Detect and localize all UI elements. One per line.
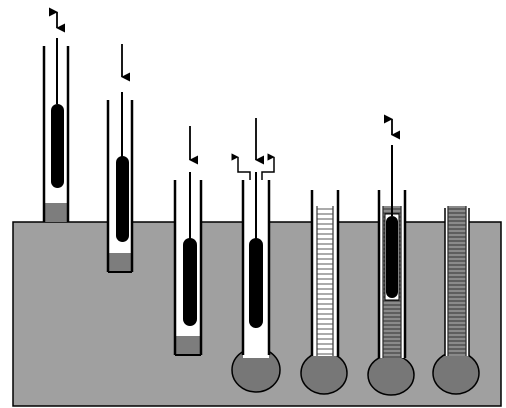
stage-5-bulb	[300, 351, 348, 395]
stage-4-return-arrow-left	[231, 153, 251, 180]
stage-6	[367, 114, 415, 396]
stage-4-return-arrow-right	[261, 153, 275, 180]
stage-6-tool-body	[386, 216, 398, 298]
stage-6-bulb	[367, 354, 415, 396]
stage-2-plug	[108, 253, 132, 272]
stage-3	[173, 126, 203, 356]
stage-1-tool-body	[51, 104, 64, 188]
stage-2	[106, 44, 134, 273]
stage-5-cage	[316, 206, 334, 356]
stage-3-tool-body	[183, 238, 197, 326]
stage-4	[231, 118, 281, 393]
stage-4-tool-body	[249, 238, 263, 328]
stage-7	[432, 206, 480, 395]
stage-5-hole	[312, 190, 338, 356]
stage-7-bulb	[432, 351, 480, 395]
stage-5	[300, 190, 348, 395]
stage-7-cage	[447, 206, 467, 356]
stage-1-plug	[44, 203, 68, 222]
stage-2-tool-body	[116, 156, 129, 242]
stage-1	[42, 7, 70, 222]
stage-3-plug	[175, 336, 201, 355]
